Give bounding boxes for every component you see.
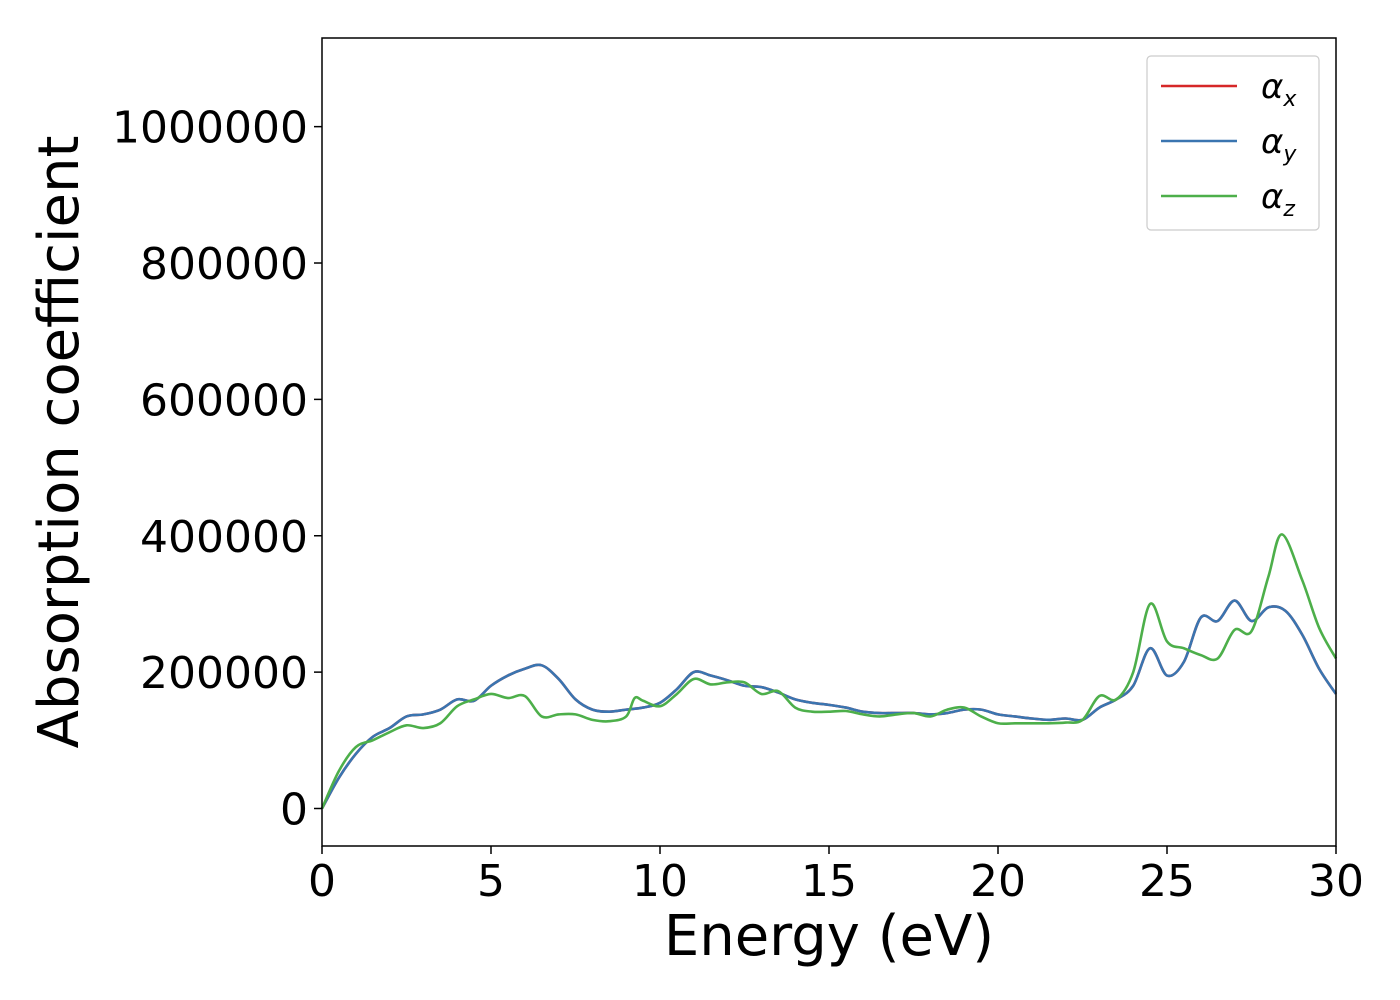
legend-label-subscript: y bbox=[1282, 142, 1297, 167]
y-tick-label: 1000000 bbox=[112, 103, 308, 154]
series-line-alpha-y bbox=[320, 599, 1338, 810]
x-axis-title: Energy (eV) bbox=[664, 904, 994, 969]
ticks-layer: 0 5 10 15 20 25 30 0 200000 400000 600000 800000 100… bbox=[112, 103, 1364, 907]
y-tick-label: 600000 bbox=[140, 375, 308, 426]
legend-label-main: α bbox=[1261, 177, 1283, 217]
x-tick-label: 15 bbox=[801, 856, 857, 907]
y-tick-label: 0 bbox=[280, 784, 308, 835]
y-tick-label: 800000 bbox=[140, 239, 308, 290]
x-tick-label: 10 bbox=[632, 856, 688, 907]
legend-label-subscript: z bbox=[1282, 197, 1295, 222]
x-tick-label: 25 bbox=[1139, 856, 1195, 907]
y-tick-label: 400000 bbox=[140, 512, 308, 563]
y-axis-title: Absorption coefficient bbox=[27, 136, 92, 749]
legend-label-alpha-x: αx bbox=[1261, 67, 1297, 112]
legend-label-main: α bbox=[1261, 67, 1283, 107]
series-line-alpha-z bbox=[320, 533, 1338, 810]
legend-label-subscript: x bbox=[1282, 87, 1297, 112]
legend-label-alpha-z: αz bbox=[1261, 177, 1295, 222]
x-tick-label: 30 bbox=[1308, 856, 1364, 907]
legend-label-main: α bbox=[1261, 122, 1283, 162]
x-tick-label: 0 bbox=[308, 856, 336, 907]
y-tick-label: 200000 bbox=[140, 648, 308, 699]
x-tick-label: 20 bbox=[970, 856, 1026, 907]
legend-box bbox=[1146, 55, 1320, 231]
legend-label-alpha-y: αy bbox=[1261, 122, 1297, 167]
x-tick-label: 5 bbox=[477, 856, 505, 907]
series-layer bbox=[320, 533, 1338, 810]
